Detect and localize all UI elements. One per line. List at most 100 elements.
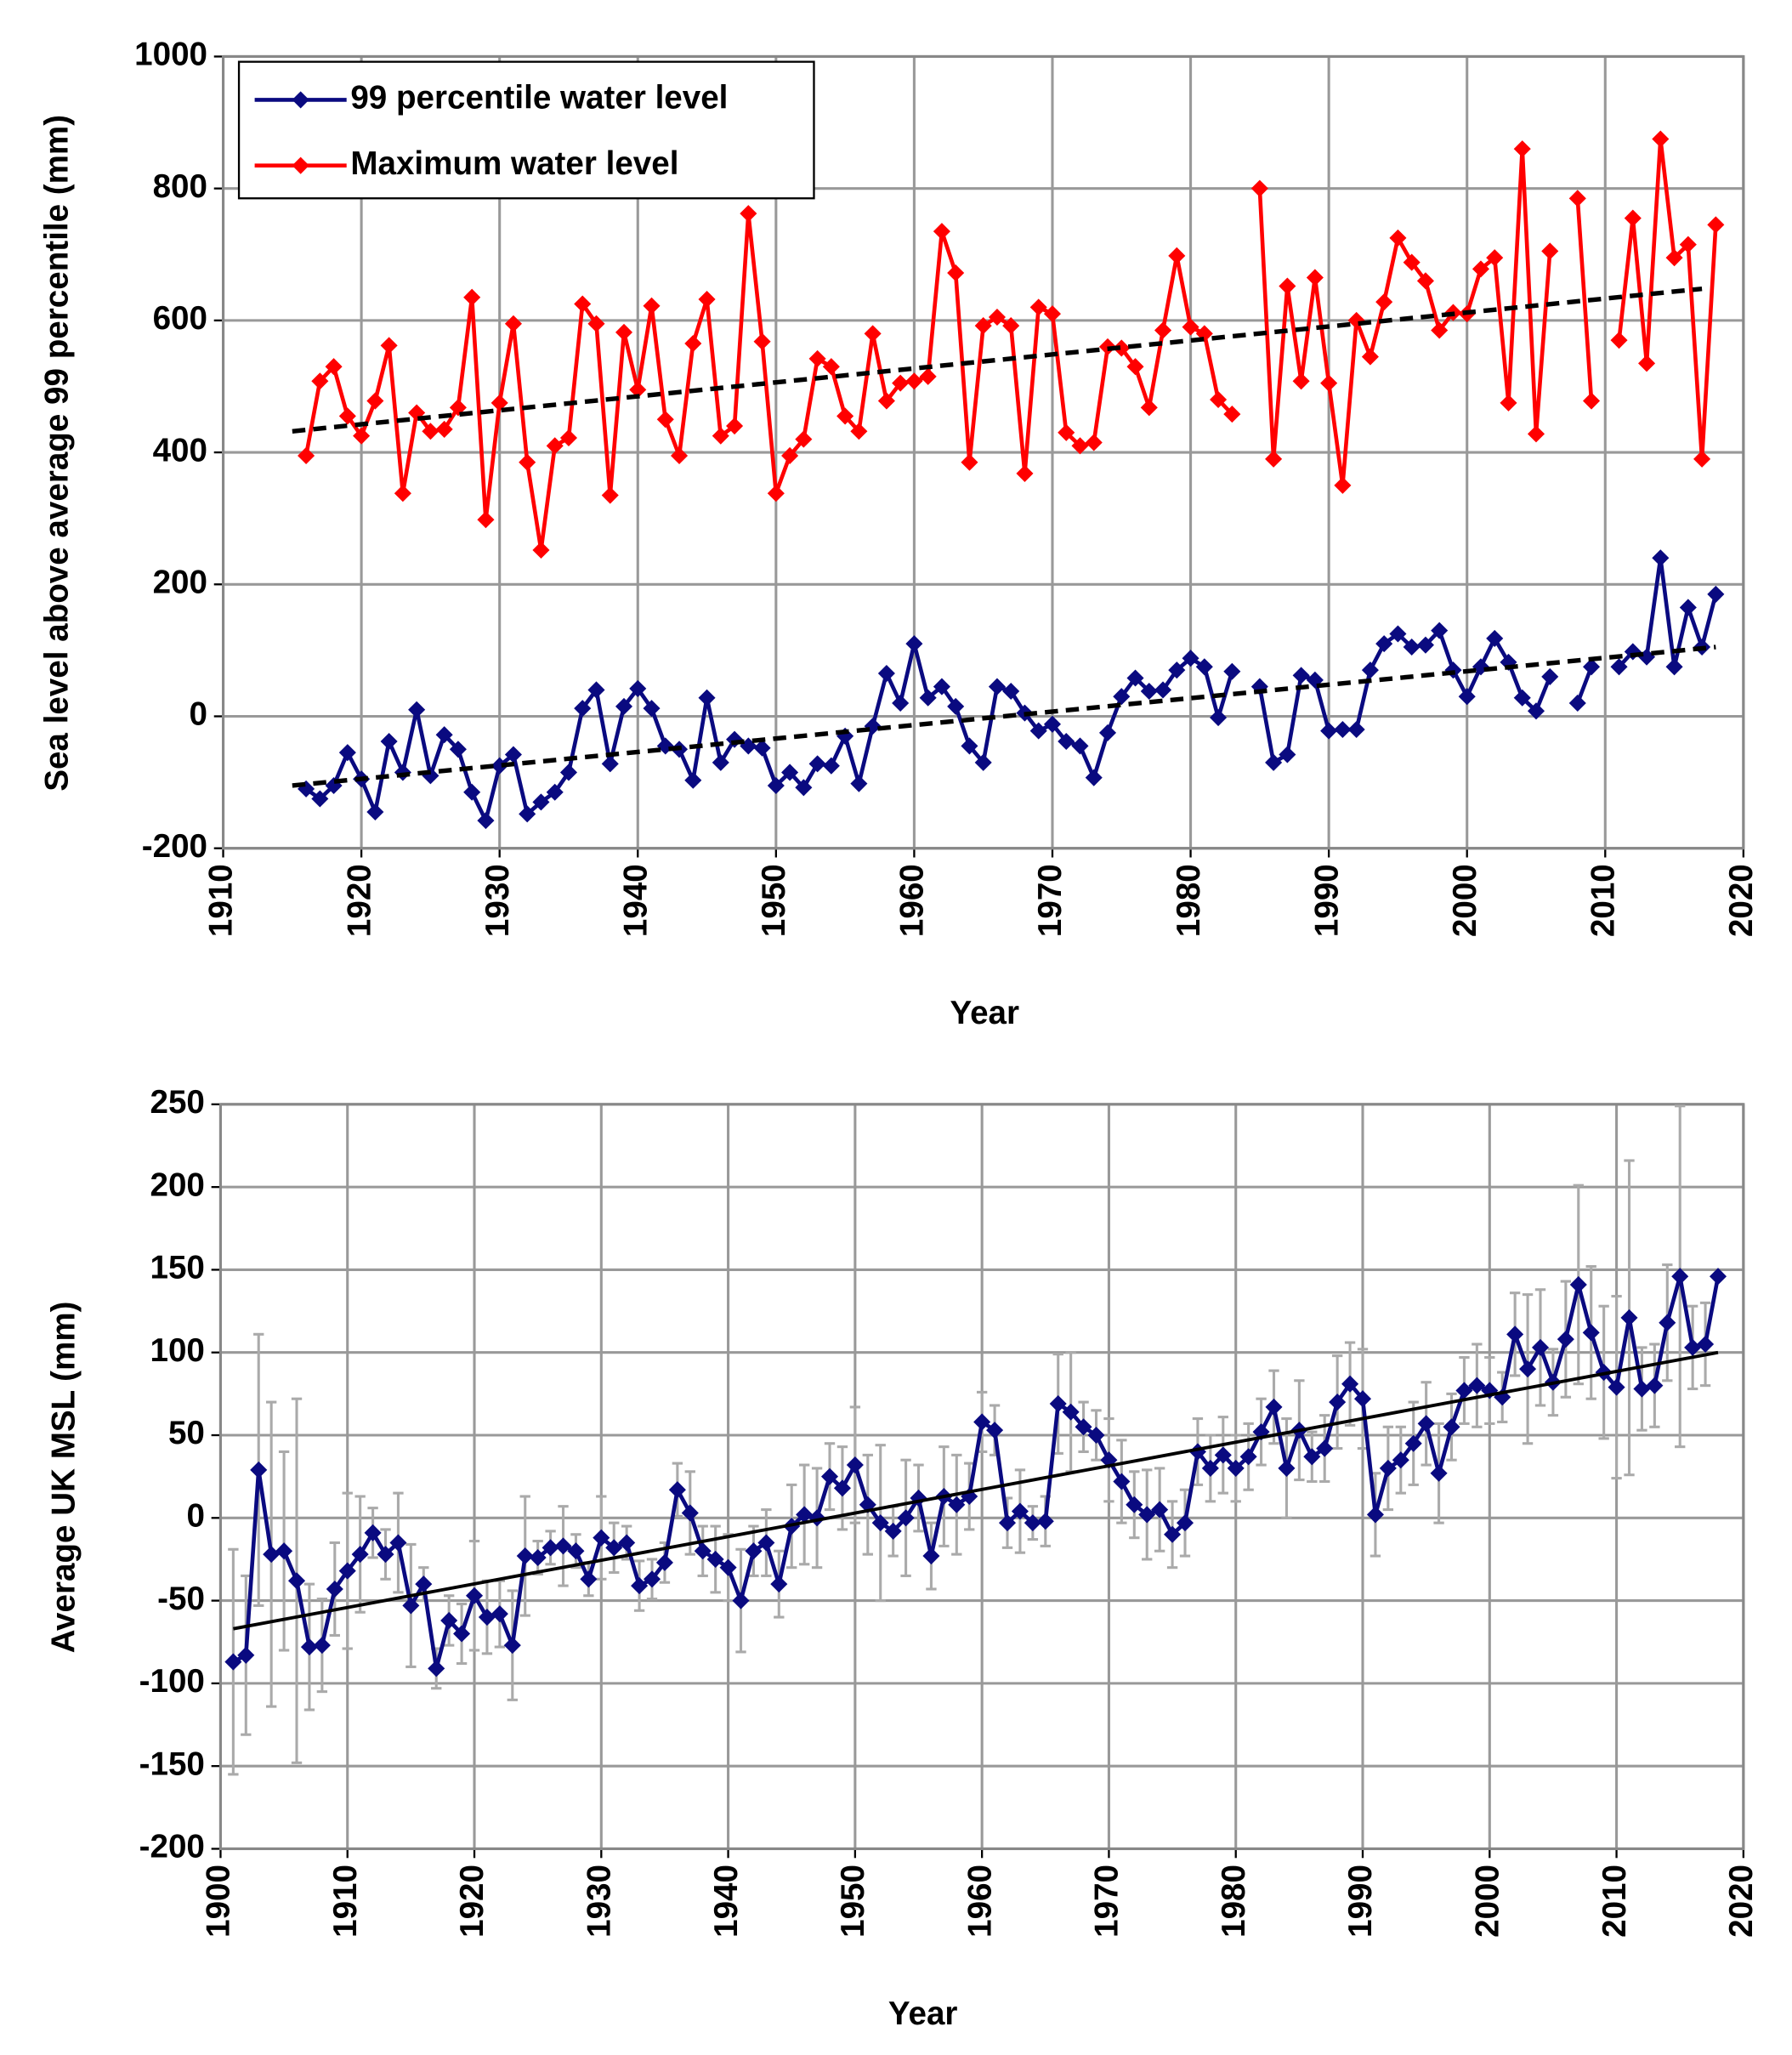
- marker: [1684, 1338, 1702, 1356]
- marker: [974, 753, 992, 771]
- marker: [1375, 635, 1393, 653]
- x-tick-label: 1940: [708, 1865, 745, 1938]
- marker: [1568, 694, 1586, 712]
- marker: [1085, 434, 1103, 451]
- marker: [1016, 464, 1034, 482]
- marker: [338, 407, 356, 425]
- marker: [618, 1534, 636, 1552]
- y-axis-title: Sea level above average 99 percentile (m…: [39, 115, 76, 792]
- marker: [1486, 249, 1504, 267]
- marker: [905, 635, 923, 653]
- x-tick-label: 1930: [581, 1865, 618, 1938]
- marker: [884, 1522, 902, 1540]
- marker: [933, 223, 950, 241]
- marker: [767, 776, 785, 795]
- trend-line: [292, 644, 1716, 788]
- x-axis-title: Year: [888, 1995, 958, 2032]
- marker: [1210, 390, 1228, 409]
- marker: [1154, 321, 1172, 339]
- marker: [1404, 1434, 1422, 1452]
- series-line: [232, 1274, 1721, 1671]
- marker: [435, 726, 453, 744]
- x-tick-label: 1930: [479, 864, 516, 937]
- marker: [1024, 1514, 1041, 1532]
- y-tick-label: 1000: [134, 37, 207, 73]
- marker: [338, 1562, 356, 1580]
- marker: [559, 764, 578, 781]
- marker: [757, 1534, 775, 1552]
- x-tick-label: 2000: [1469, 1865, 1506, 1938]
- x-tick-label: 2010: [1596, 1865, 1633, 1938]
- marker: [947, 697, 965, 715]
- marker: [1113, 339, 1131, 357]
- y-tick-label: 200: [150, 1167, 205, 1203]
- x-tick-label: 1970: [1089, 1865, 1126, 1938]
- marker: [712, 427, 729, 445]
- marker: [1500, 394, 1517, 412]
- marker: [554, 1537, 572, 1555]
- legend-box: [237, 60, 815, 200]
- marker: [1541, 667, 1559, 685]
- marker: [1085, 769, 1103, 786]
- marker: [1126, 358, 1144, 376]
- marker: [712, 753, 729, 771]
- marker: [808, 349, 826, 367]
- marker: [668, 1481, 686, 1499]
- marker: [892, 374, 910, 392]
- x-tick-label: 2020: [1723, 864, 1760, 937]
- series-line: [304, 555, 1718, 823]
- marker: [1389, 229, 1407, 247]
- marker: [833, 1479, 851, 1497]
- marker: [1140, 399, 1158, 417]
- y-tick-label: -50: [157, 1581, 205, 1617]
- marker: [961, 737, 978, 755]
- marker: [422, 767, 439, 785]
- marker: [1379, 1459, 1397, 1477]
- marker: [986, 1422, 1004, 1439]
- marker: [601, 755, 619, 773]
- marker: [353, 427, 371, 445]
- trend-line: [233, 1350, 1719, 1631]
- marker: [1210, 709, 1228, 727]
- marker: [1306, 269, 1324, 287]
- marker: [587, 681, 605, 699]
- marker: [1071, 437, 1089, 455]
- marker: [871, 1514, 889, 1532]
- marker: [670, 446, 689, 465]
- x-tick-label: 2010: [1585, 864, 1621, 937]
- marker: [366, 803, 384, 821]
- y-tick-label: 250: [150, 1084, 205, 1121]
- marker: [1036, 1513, 1054, 1530]
- marker: [1223, 662, 1241, 680]
- marker: [351, 1546, 369, 1564]
- marker: [326, 1580, 343, 1598]
- marker: [366, 392, 384, 410]
- marker: [1416, 636, 1434, 654]
- marker: [933, 678, 950, 695]
- marker: [919, 367, 937, 385]
- marker: [1392, 1451, 1409, 1469]
- marker: [1646, 1377, 1664, 1394]
- marker: [532, 793, 550, 811]
- marker: [770, 1575, 788, 1593]
- marker: [402, 1597, 420, 1615]
- marker: [897, 1509, 915, 1527]
- marker: [1113, 1473, 1131, 1490]
- marker: [684, 771, 702, 789]
- marker: [311, 790, 329, 808]
- marker: [1278, 1459, 1296, 1477]
- marker: [1075, 1418, 1092, 1436]
- marker: [1071, 737, 1089, 755]
- marker: [1168, 247, 1186, 264]
- marker: [593, 1529, 610, 1547]
- y-tick-label: -200: [142, 828, 207, 865]
- marker: [796, 1506, 814, 1524]
- marker: [491, 757, 508, 775]
- marker: [922, 1547, 940, 1565]
- marker: [1353, 1390, 1372, 1408]
- marker: [1168, 661, 1186, 679]
- marker: [1582, 392, 1601, 410]
- marker: [905, 372, 923, 390]
- marker: [1430, 1464, 1448, 1482]
